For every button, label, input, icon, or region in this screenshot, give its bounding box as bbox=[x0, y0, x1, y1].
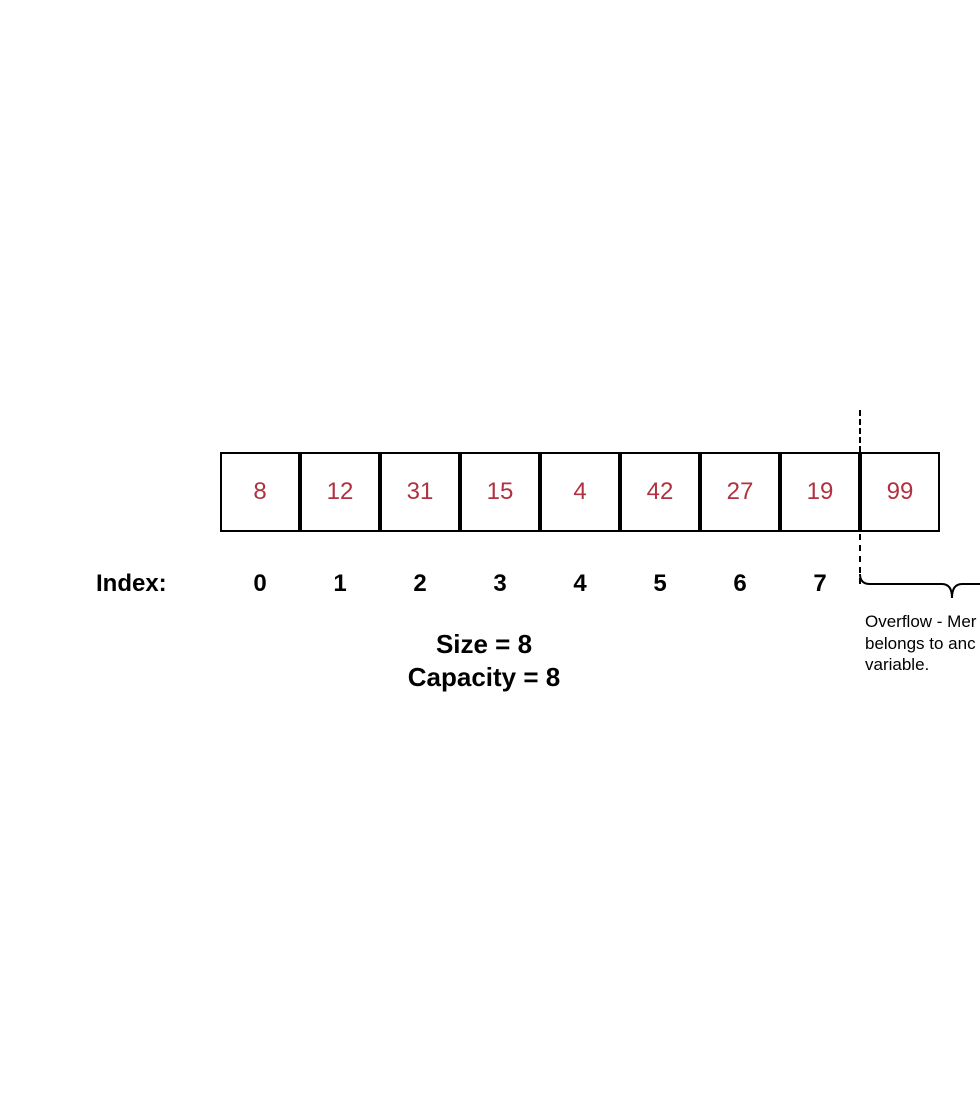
overflow-note-line: belongs to anc bbox=[865, 633, 976, 653]
array-cell: 19 bbox=[780, 452, 860, 532]
overflow-note: Overflow - Mer belongs to anc variable. bbox=[865, 611, 980, 676]
index-number: 7 bbox=[813, 570, 827, 597]
index-number: 0 bbox=[253, 570, 267, 597]
index-number: 4 bbox=[573, 570, 587, 597]
index-number: 1 bbox=[333, 570, 347, 597]
overflow-note-line: variable. bbox=[865, 655, 930, 674]
size-label: Size = 8 bbox=[435, 629, 533, 659]
array-cell: 4 bbox=[540, 452, 620, 532]
index-label: Index: bbox=[96, 570, 167, 597]
boundary-line-bottom bbox=[859, 534, 861, 584]
overflow-cell: 99 bbox=[860, 452, 940, 532]
boundary-line-top bbox=[859, 410, 861, 452]
array-cell: 8 bbox=[220, 452, 300, 532]
capacity-label: Capacity = 8 bbox=[407, 662, 561, 692]
array-cell: 27 bbox=[700, 452, 780, 532]
index-number: 3 bbox=[493, 570, 507, 597]
overflow-brace bbox=[859, 573, 980, 599]
array-cell: 12 bbox=[300, 452, 380, 532]
index-number: 6 bbox=[733, 570, 747, 597]
overflow-note-line: Overflow - Mer bbox=[865, 612, 977, 631]
index-number: 2 bbox=[413, 570, 427, 597]
array-cell: 31 bbox=[380, 452, 460, 532]
index-number: 5 bbox=[653, 570, 667, 597]
array-cell: 42 bbox=[620, 452, 700, 532]
array-cell: 15 bbox=[460, 452, 540, 532]
